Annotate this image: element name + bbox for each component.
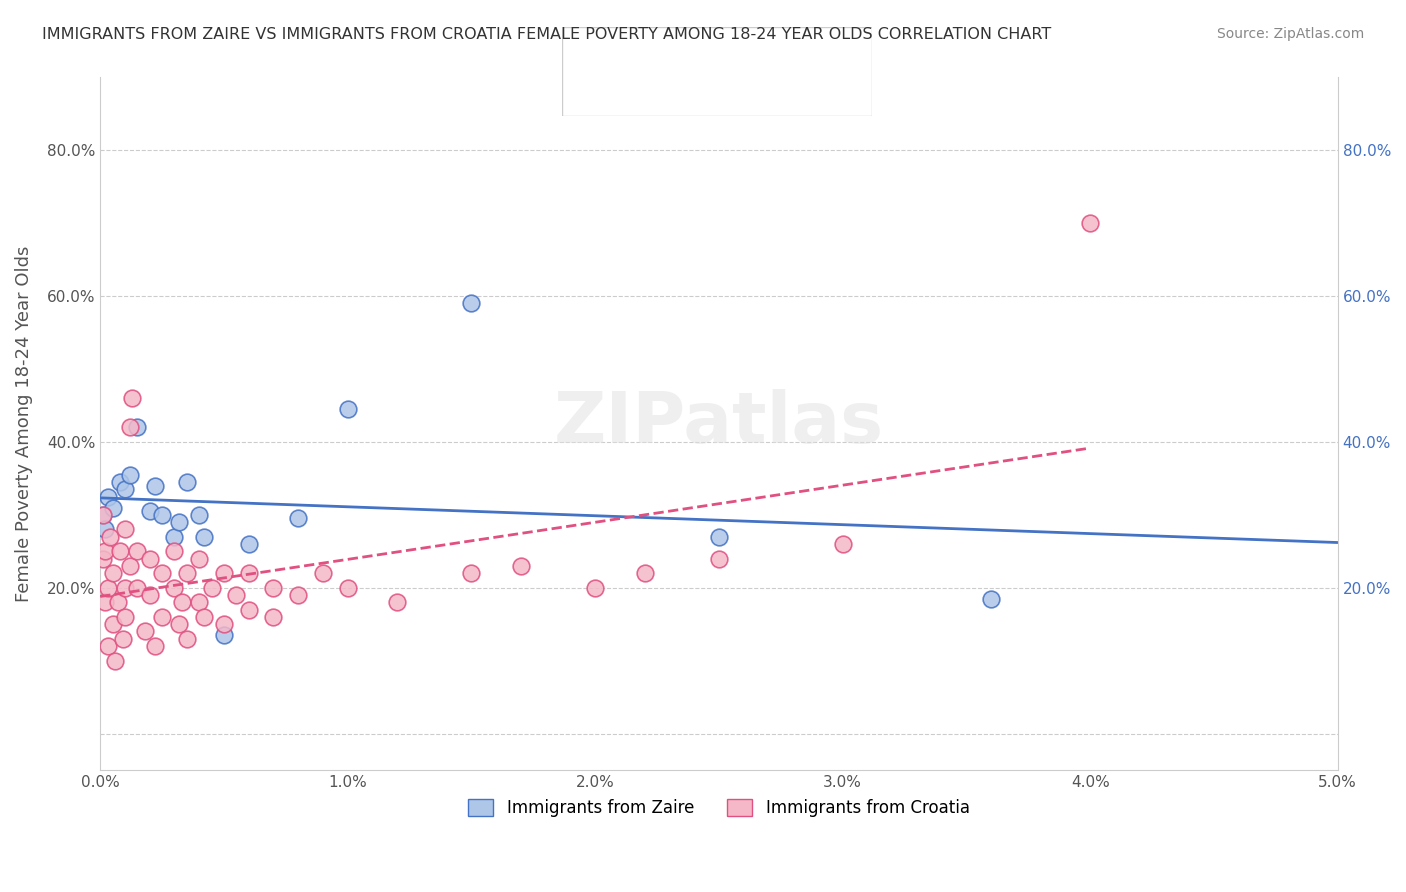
Point <box>188 595 211 609</box>
Point <box>118 420 141 434</box>
Point <box>169 617 191 632</box>
Point <box>118 558 141 573</box>
Point <box>91 551 114 566</box>
Text: Source: ZipAtlas.com: Source: ZipAtlas.com <box>1216 27 1364 41</box>
Point <box>980 591 1002 606</box>
Point <box>193 530 215 544</box>
Point <box>143 639 166 653</box>
Point <box>139 551 162 566</box>
Text: R =: R = <box>624 84 654 98</box>
Point <box>94 595 117 609</box>
Point <box>139 588 162 602</box>
Point <box>114 483 136 497</box>
Point <box>1078 216 1101 230</box>
Point <box>336 581 359 595</box>
Y-axis label: Female Poverty Among 18-24 Year Olds: Female Poverty Among 18-24 Year Olds <box>15 245 32 602</box>
Point <box>163 544 186 558</box>
Point <box>312 566 335 581</box>
Text: R =: R = <box>624 44 654 58</box>
Point <box>139 504 162 518</box>
Point <box>169 515 191 529</box>
Point <box>104 654 127 668</box>
Point <box>238 566 260 581</box>
Point <box>97 639 120 653</box>
Text: 55: 55 <box>789 84 807 98</box>
Bar <box>575 36 612 67</box>
Point <box>101 617 124 632</box>
Point <box>150 508 173 522</box>
Point <box>583 581 606 595</box>
Legend: Immigrants from Zaire, Immigrants from Croatia: Immigrants from Zaire, Immigrants from C… <box>461 792 976 824</box>
Text: 0.034: 0.034 <box>668 84 711 98</box>
Text: N =: N = <box>748 84 779 98</box>
Text: N =: N = <box>748 44 779 58</box>
Point <box>188 508 211 522</box>
Point <box>94 544 117 558</box>
Point <box>127 544 149 558</box>
Point <box>634 566 657 581</box>
Point <box>176 475 198 489</box>
Point <box>94 523 117 537</box>
Text: -0.220: -0.220 <box>668 44 717 58</box>
Point <box>114 610 136 624</box>
Point <box>212 566 235 581</box>
Text: 23: 23 <box>789 44 807 58</box>
Point <box>460 296 482 310</box>
Point <box>831 537 853 551</box>
Point <box>127 581 149 595</box>
Text: IMMIGRANTS FROM ZAIRE VS IMMIGRANTS FROM CROATIA FEMALE POVERTY AMONG 18-24 YEAR: IMMIGRANTS FROM ZAIRE VS IMMIGRANTS FROM… <box>42 27 1052 42</box>
Point <box>98 530 121 544</box>
Point <box>108 475 131 489</box>
Point <box>287 588 309 602</box>
Point <box>101 500 124 515</box>
Point <box>111 632 134 646</box>
Point <box>163 581 186 595</box>
Text: ZIPatlas: ZIPatlas <box>554 389 884 458</box>
Point <box>201 581 224 595</box>
Point <box>97 581 120 595</box>
Point <box>134 624 156 639</box>
Point <box>176 566 198 581</box>
Point <box>108 544 131 558</box>
Point <box>97 490 120 504</box>
Point <box>193 610 215 624</box>
Point <box>460 566 482 581</box>
Point <box>107 595 129 609</box>
Bar <box>575 76 612 107</box>
Point <box>163 530 186 544</box>
Point <box>101 566 124 581</box>
Point <box>121 391 143 405</box>
Point <box>127 420 149 434</box>
Point <box>150 566 173 581</box>
Point <box>91 508 114 522</box>
Point <box>387 595 409 609</box>
Point <box>91 508 114 522</box>
Point <box>212 617 235 632</box>
Point <box>114 581 136 595</box>
Point <box>707 530 730 544</box>
Point <box>263 581 285 595</box>
Point <box>114 523 136 537</box>
Point <box>336 402 359 417</box>
Point <box>510 558 533 573</box>
Point <box>170 595 193 609</box>
Point <box>118 467 141 482</box>
Point <box>143 478 166 492</box>
Point <box>238 602 260 616</box>
Point <box>150 610 173 624</box>
Point <box>225 588 247 602</box>
Point <box>707 551 730 566</box>
Point <box>176 632 198 646</box>
Point <box>188 551 211 566</box>
Point <box>238 537 260 551</box>
Point <box>287 511 309 525</box>
Point <box>263 610 285 624</box>
Point <box>212 628 235 642</box>
